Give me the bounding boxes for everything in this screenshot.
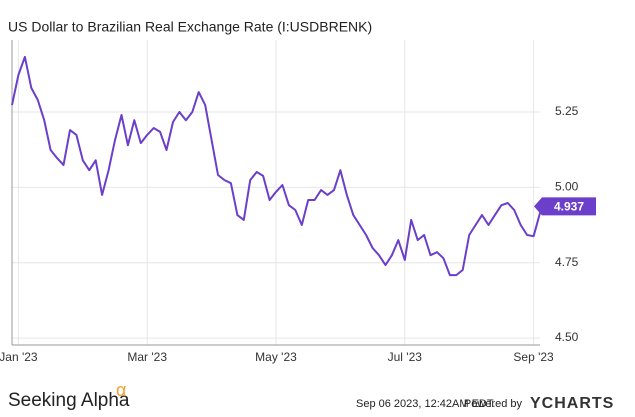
y-tick-label: 4.75 (555, 255, 579, 269)
last-value-tag (534, 197, 596, 216)
x-tick-label: May '23 (255, 350, 297, 364)
y-tick-label: 4.50 (555, 330, 579, 344)
x-tick-label: Jan '23 (0, 350, 38, 364)
powered-by: Powered by (464, 398, 523, 410)
y-tick-label: 5.00 (555, 180, 579, 194)
line (11, 55, 548, 277)
x-tick-label: Mar '23 (127, 350, 167, 364)
timestamp: Sep 06 2023, 12:42AM EDT. (356, 398, 495, 410)
x-tick-label: Sep '23 (513, 350, 554, 364)
last-value-label: 4.937 (554, 200, 584, 214)
brand: YCHARTS (530, 395, 614, 412)
logo-mark: α (116, 380, 126, 400)
logo: Seeking Alpha (8, 390, 130, 411)
x-tick-label: Jul '23 (388, 350, 423, 364)
y-tick-label: 5.25 (555, 104, 579, 118)
chart-title: US Dollar to Brazilian Real Exchange Rat… (8, 19, 372, 35)
